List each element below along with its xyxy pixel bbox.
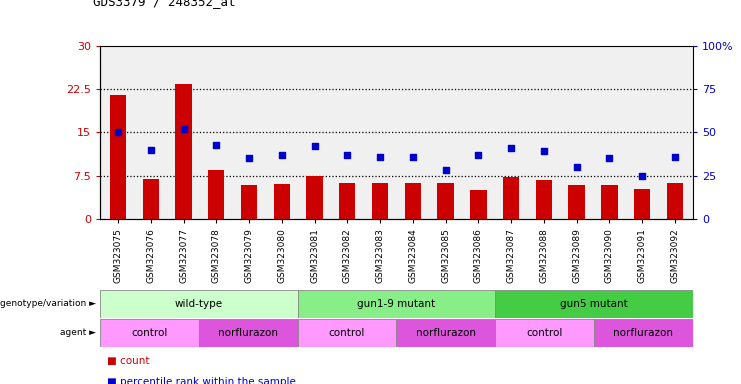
Point [374,154,386,160]
Text: control: control [131,328,167,338]
Point [407,154,419,160]
Bar [100,319,199,347]
Bar [241,185,257,219]
Bar [298,319,396,347]
Text: norflurazon: norflurazon [614,328,674,338]
Bar [208,170,225,219]
Point [210,142,222,148]
Text: wild-type: wild-type [175,299,223,309]
Point [571,164,582,170]
Bar [667,183,683,219]
Bar [372,183,388,219]
Bar [495,290,693,318]
Text: norflurazon: norflurazon [219,328,278,338]
Point [538,149,550,155]
Bar [100,290,298,318]
Point [309,143,321,149]
Text: agent ►: agent ► [60,328,96,338]
Text: gun5 mutant: gun5 mutant [560,299,628,309]
Text: GDS3379 / 248352_at: GDS3379 / 248352_at [93,0,235,8]
Text: genotype/variation ►: genotype/variation ► [0,299,96,308]
Bar [437,183,453,219]
Point [112,129,124,136]
Bar [298,290,495,318]
Point [439,167,451,174]
Point [603,155,615,161]
Text: ■ count: ■ count [107,356,150,366]
Point [505,145,517,151]
Point [669,154,681,160]
Point [243,155,255,161]
Bar [503,177,519,219]
Bar [470,190,487,219]
Point [276,152,288,158]
Point [472,152,484,158]
Bar [634,189,651,219]
Bar [306,176,323,219]
Bar [495,319,594,347]
Point [636,173,648,179]
Text: control: control [526,328,563,338]
Text: norflurazon: norflurazon [416,328,476,338]
Bar [594,319,693,347]
Bar [273,184,290,219]
Bar [536,180,552,219]
Bar [405,183,421,219]
Bar [142,179,159,219]
Text: control: control [329,328,365,338]
Point [342,152,353,158]
Bar [110,95,126,219]
Bar [199,319,298,347]
Bar [601,185,617,219]
Bar [568,185,585,219]
Point [178,126,190,132]
Bar [339,183,356,219]
Bar [396,319,495,347]
Text: gun1-9 mutant: gun1-9 mutant [357,299,436,309]
Bar [176,84,192,219]
Text: ■ percentile rank within the sample: ■ percentile rank within the sample [107,377,296,384]
Point [145,147,157,153]
